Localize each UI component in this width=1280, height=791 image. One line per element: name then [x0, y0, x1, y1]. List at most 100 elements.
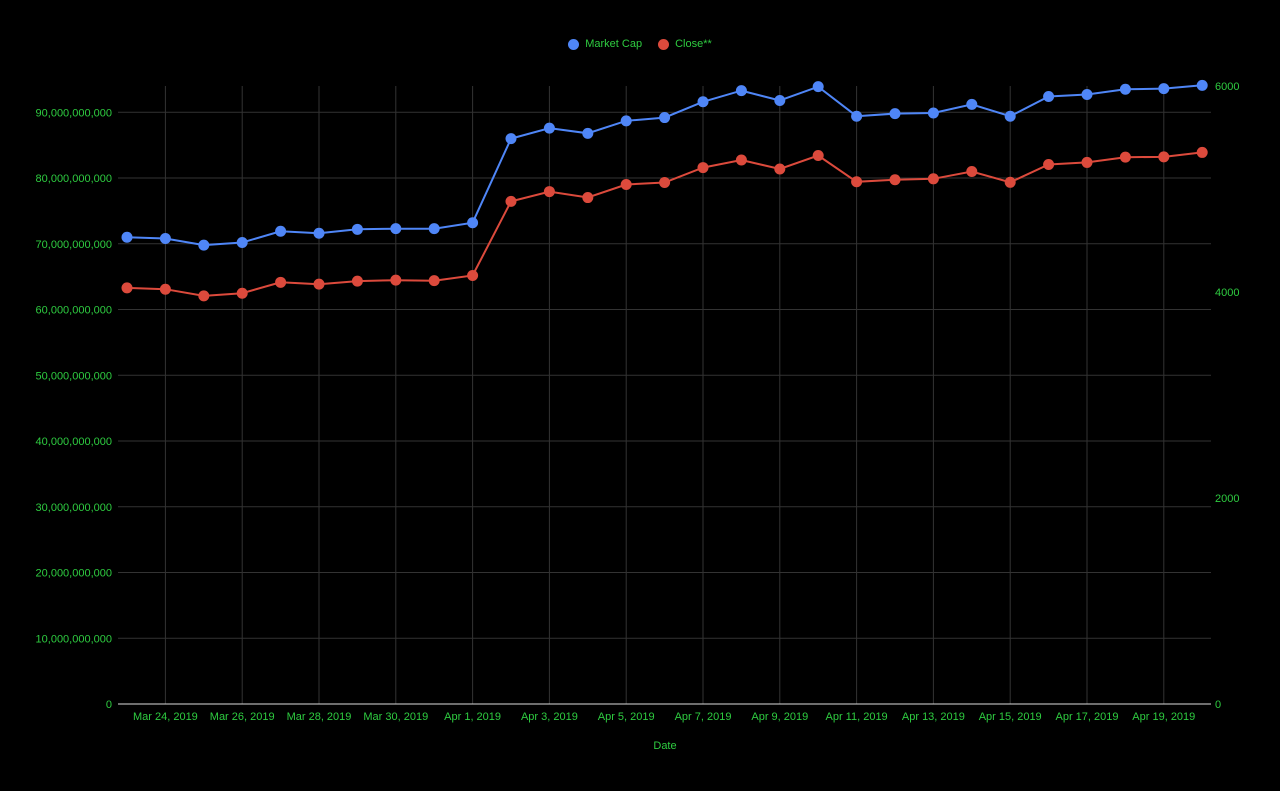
- data-point-market-cap: [351, 223, 363, 235]
- x-tick-label: Apr 7, 2019: [675, 711, 732, 723]
- data-point-market-cap: [467, 217, 479, 229]
- x-tick-label: Apr 13, 2019: [902, 711, 965, 723]
- data-point-close: [505, 195, 517, 207]
- data-point-market-cap: [582, 127, 594, 139]
- data-point-market-cap: [159, 233, 171, 245]
- data-point-close: [1196, 146, 1208, 158]
- x-tick-label: Apr 19, 2019: [1132, 711, 1195, 723]
- data-point-market-cap: [889, 108, 901, 120]
- data-point-close: [1081, 156, 1093, 168]
- data-point-close: [543, 186, 555, 198]
- x-tick-label: Apr 11, 2019: [826, 711, 888, 723]
- data-point-market-cap: [812, 81, 824, 93]
- data-point-market-cap: [313, 227, 325, 239]
- x-tick-label: Apr 1, 2019: [444, 711, 501, 723]
- x-axis: Mar 24, 2019 Mar 26, 2019 Mar 28, 2019 Mar …: [118, 703, 1211, 723]
- x-tick-label: Apr 15, 2019: [979, 711, 1042, 723]
- data-point-market-cap: [505, 133, 517, 145]
- data-point-close: [198, 290, 210, 302]
- data-point-close: [620, 178, 632, 190]
- x-tick-label: Apr 9, 2019: [751, 711, 808, 723]
- grid-lines: [118, 86, 1211, 704]
- y-left-tick-label: 30,000,000,000: [36, 502, 112, 514]
- data-point-close: [236, 287, 248, 299]
- y-left-tick-label: 40,000,000,000: [36, 436, 112, 448]
- data-point-market-cap: [697, 96, 709, 108]
- x-tick-label: Mar 26, 2019: [210, 711, 275, 723]
- data-point-market-cap: [620, 115, 632, 127]
- data-point-market-cap: [927, 107, 939, 119]
- data-point-market-cap: [1043, 91, 1055, 103]
- x-axis-title: Date: [653, 740, 676, 752]
- y-left-tick-label: 0: [106, 699, 112, 711]
- data-point-market-cap: [198, 239, 210, 251]
- data-point-close: [851, 176, 863, 188]
- x-tick-label: Apr 5, 2019: [598, 711, 655, 723]
- y-left-tick-label: 70,000,000,000: [36, 239, 112, 251]
- data-point-close: [966, 165, 978, 177]
- data-point-close: [390, 274, 402, 286]
- data-point-market-cap: [851, 110, 863, 122]
- legend-item-market-cap[interactable]: Market Cap: [568, 38, 642, 50]
- legend-marker-close: [658, 38, 670, 50]
- x-tick-label: Apr 3, 2019: [521, 711, 578, 723]
- y-right-tick-label: 0: [1215, 699, 1221, 711]
- data-point-market-cap: [1004, 110, 1016, 122]
- data-point-market-cap: [275, 225, 287, 237]
- left-axis: 0 10,000,000,000 20,000,000,000 30,000,000,…: [36, 107, 112, 711]
- series-layer: [121, 79, 1208, 302]
- y-left-tick-label: 50,000,000,000: [36, 370, 112, 382]
- y-right-tick-label: 4000: [1215, 287, 1239, 299]
- legend-label-close: Close**: [675, 38, 712, 50]
- x-tick-label: Mar 28, 2019: [287, 711, 352, 723]
- data-point-market-cap: [966, 98, 978, 110]
- series-line-market-cap: [126, 84, 1203, 247]
- data-point-close: [735, 154, 747, 166]
- x-tick-label: Mar 30, 2019: [363, 711, 428, 723]
- legend-marker-market-cap: [568, 38, 580, 50]
- data-point-close: [1043, 158, 1055, 170]
- data-point-close: [659, 177, 671, 189]
- data-point-close: [697, 162, 709, 174]
- y-left-tick-label: 20,000,000,000: [36, 568, 112, 580]
- y-right-tick-label: 6000: [1215, 81, 1239, 93]
- data-point-market-cap: [1196, 79, 1208, 91]
- legend: Market Cap Close**: [0, 38, 1280, 50]
- data-point-close: [1158, 151, 1170, 163]
- y-left-tick-label: 80,000,000,000: [36, 173, 112, 185]
- legend-item-close[interactable]: Close**: [658, 38, 712, 50]
- data-point-close: [812, 150, 824, 162]
- y-right-tick-label: 2000: [1215, 493, 1239, 505]
- data-point-market-cap: [390, 223, 402, 235]
- data-point-close: [774, 163, 786, 175]
- data-point-market-cap: [1158, 83, 1170, 95]
- legend-label-market-cap: Market Cap: [585, 38, 643, 50]
- data-point-market-cap: [659, 112, 671, 124]
- y-left-tick-label: 60,000,000,000: [36, 305, 112, 317]
- x-tick-label: Mar 24, 2019: [133, 711, 198, 723]
- data-point-close: [159, 283, 171, 295]
- data-point-close: [889, 174, 901, 186]
- data-point-market-cap: [428, 223, 440, 235]
- data-point-market-cap: [236, 236, 248, 248]
- data-point-close: [467, 270, 479, 282]
- data-point-close: [275, 276, 287, 288]
- data-point-close: [927, 173, 939, 185]
- data-point-market-cap: [1081, 89, 1093, 101]
- y-left-tick-label: 90,000,000,000: [36, 107, 112, 119]
- data-point-market-cap: [543, 122, 555, 134]
- y-left-tick-label: 10,000,000,000: [36, 633, 112, 645]
- x-tick-label: Apr 17, 2019: [1056, 711, 1119, 723]
- data-point-close: [428, 275, 440, 287]
- data-point-close: [1004, 176, 1016, 188]
- series-line-close: [126, 151, 1203, 297]
- data-point-market-cap: [774, 94, 786, 106]
- data-point-close: [313, 278, 325, 290]
- data-point-close: [121, 282, 133, 294]
- data-point-market-cap: [735, 85, 747, 97]
- data-point-close: [582, 192, 594, 204]
- data-point-market-cap: [1119, 83, 1131, 95]
- data-point-close: [1119, 151, 1131, 163]
- right-axis: 0 2000 4000 6000: [1215, 81, 1239, 711]
